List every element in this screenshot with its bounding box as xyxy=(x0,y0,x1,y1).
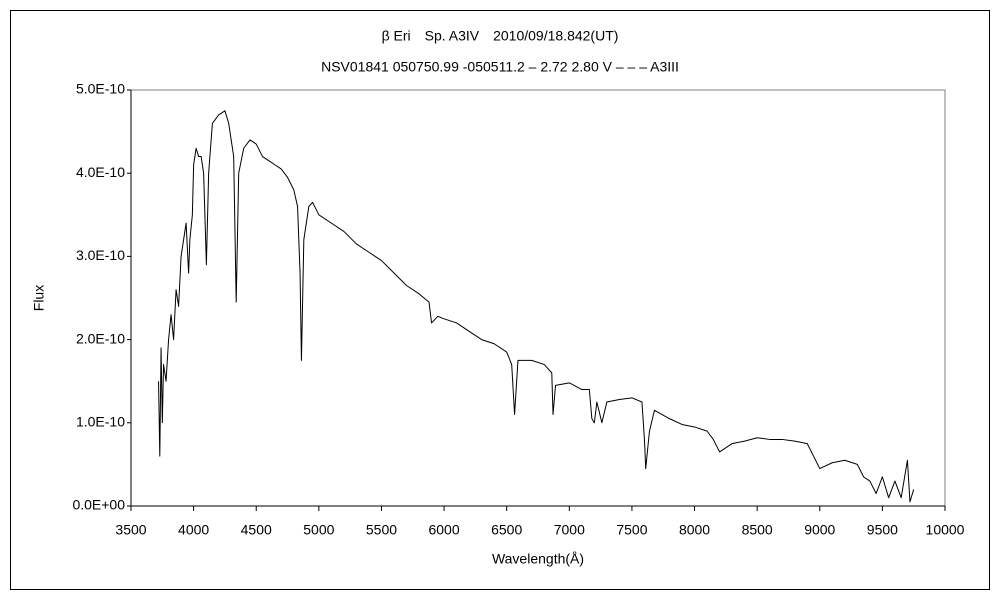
chart-border xyxy=(10,10,990,590)
y-tick-label: 2.0E-10 xyxy=(76,330,125,346)
y-tick-label: 1.0E-10 xyxy=(76,414,125,430)
x-tick-label: 9500 xyxy=(867,522,898,538)
spectrum-line xyxy=(158,110,915,503)
y-tick-label: 0.0E+00 xyxy=(72,497,125,513)
x-axis-label: Wavelength(Å) xyxy=(492,551,584,567)
y-axis-label: Flux xyxy=(31,285,47,311)
x-tick-label: 5500 xyxy=(366,522,397,538)
x-tick-label: 6500 xyxy=(491,522,522,538)
x-tick-label: 8000 xyxy=(679,522,710,538)
x-tick-label: 7500 xyxy=(616,522,647,538)
x-tick-label: 9000 xyxy=(804,522,835,538)
x-tick-label: 10000 xyxy=(926,522,965,538)
x-tick-label: 7000 xyxy=(554,522,585,538)
y-tick-label: 5.0E-10 xyxy=(76,81,125,97)
x-tick-label: 4000 xyxy=(178,522,209,538)
y-tick-label: 4.0E-10 xyxy=(76,164,125,180)
x-tick-label: 5000 xyxy=(303,522,334,538)
y-tick-label: 3.0E-10 xyxy=(76,247,125,263)
x-tick-label: 6000 xyxy=(428,522,459,538)
plot-area xyxy=(130,89,946,507)
x-tick-label: 8500 xyxy=(742,522,773,538)
x-tick-label: 4500 xyxy=(241,522,272,538)
chart-subtitle: NSV01841 050750.99 -050511.2 – 2.72 2.80… xyxy=(321,59,679,75)
x-tick-label: 3500 xyxy=(115,522,146,538)
chart-title: β Eri Sp. A3IV 2010/09/18.842(UT) xyxy=(382,28,619,44)
